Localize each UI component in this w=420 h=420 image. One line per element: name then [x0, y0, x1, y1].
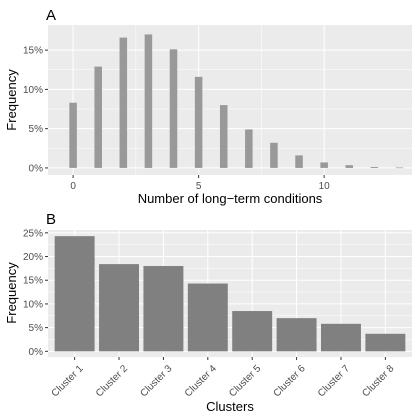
panel-b-y-tick-label: 25% — [23, 228, 43, 239]
panel-b-y-tick-label: 5% — [29, 323, 44, 334]
panel-b-bars — [54, 236, 406, 352]
panel-a-plot-background — [48, 25, 412, 175]
panel-a-bar — [169, 49, 178, 168]
panel-a-bar — [219, 105, 228, 168]
panel-a-y-axis-title: Frequency — [4, 69, 19, 131]
panel-b-x-tick-label: Cluster 8 — [360, 363, 396, 399]
panel-a-bar — [144, 34, 153, 168]
panel-b-x-ticks: Cluster 1 Cluster 2 Cluster 3 Cluster 4 Clus… — [50, 357, 397, 399]
panel-a-y-tick-label: 0% — [29, 163, 44, 174]
panel-a-y-tick-label: 10% — [23, 85, 43, 96]
panel-a-bar — [69, 102, 77, 168]
panel-a-bar — [345, 165, 354, 168]
panel-b-x-tick-label: Cluster 3 — [138, 363, 174, 399]
panel-a-bar — [320, 162, 328, 168]
panel-a-x-tick-label: 10 — [319, 181, 331, 192]
panel-a-x-axis-title: Number of long−term conditions — [138, 191, 323, 206]
panel-a-label: A — [46, 7, 56, 24]
panel-a-bars — [69, 34, 404, 169]
panel-a-y-tick-label: 15% — [23, 46, 43, 57]
panel-a-x-tick-label: 5 — [196, 181, 202, 192]
panel-b-bar — [276, 318, 317, 352]
panel-b-y-tick-label: 0% — [29, 347, 44, 358]
panel-a-x-tick-label: 0 — [70, 181, 76, 192]
panel-b-x-tick-label: Cluster 5 — [227, 363, 263, 399]
panel-b-x-tick-label: Cluster 6 — [272, 363, 308, 399]
panel-a-bar — [395, 167, 404, 169]
panel-a-y-ticks: 0% 5% 10% 15% — [23, 46, 48, 174]
panel-b-x-axis-title: Clusters — [206, 399, 254, 414]
panel-b-bar — [99, 264, 139, 352]
panel-b-y-tick-label: 15% — [23, 276, 43, 287]
panel-a-bar — [370, 166, 379, 168]
panel-b-bar — [54, 236, 95, 352]
panel-a: A 0% 5% 10% 15% 0 5 10 Number of long−term co… — [4, 7, 412, 206]
panel-b-bar — [232, 311, 273, 352]
panel-a-bar — [295, 155, 303, 168]
panel-b: B 0%5%10%15%20%25% Cluster 1 Cluster 2 Clu… — [4, 211, 412, 414]
panel-b-y-ticks: 0% 5% 10% 15% 20% 25% — [23, 228, 48, 358]
panel-a-bar — [119, 37, 128, 168]
panel-b-bar — [321, 323, 361, 352]
panel-b-y-tick-label: 10% — [23, 299, 43, 310]
panel-b-x-tick-label: Cluster 7 — [316, 363, 352, 399]
panel-b-y-axis-title: Frequency — [4, 262, 19, 324]
panel-b-bar — [143, 266, 184, 352]
panel-b-x-tick-label: Cluster 2 — [94, 363, 130, 399]
panel-a-y-tick-label: 5% — [29, 124, 44, 135]
panel-a-bar — [245, 129, 253, 168]
panel-a-bar — [94, 66, 102, 168]
panel-a-bar — [194, 76, 203, 168]
panel-a-x-ticks: 0 5 10 — [70, 175, 330, 192]
panel-a-gridlines — [48, 25, 412, 175]
panel-b-x-tick-label: Cluster 4 — [183, 363, 219, 399]
panel-b-bar — [187, 283, 228, 352]
panel-a-bar — [270, 142, 278, 168]
panel-b-bar — [365, 333, 406, 352]
panel-b-x-tick-label: Cluster 1 — [50, 363, 86, 399]
panel-b-label: B — [46, 211, 56, 228]
panel-b-y-tick-label: 20% — [23, 252, 43, 263]
